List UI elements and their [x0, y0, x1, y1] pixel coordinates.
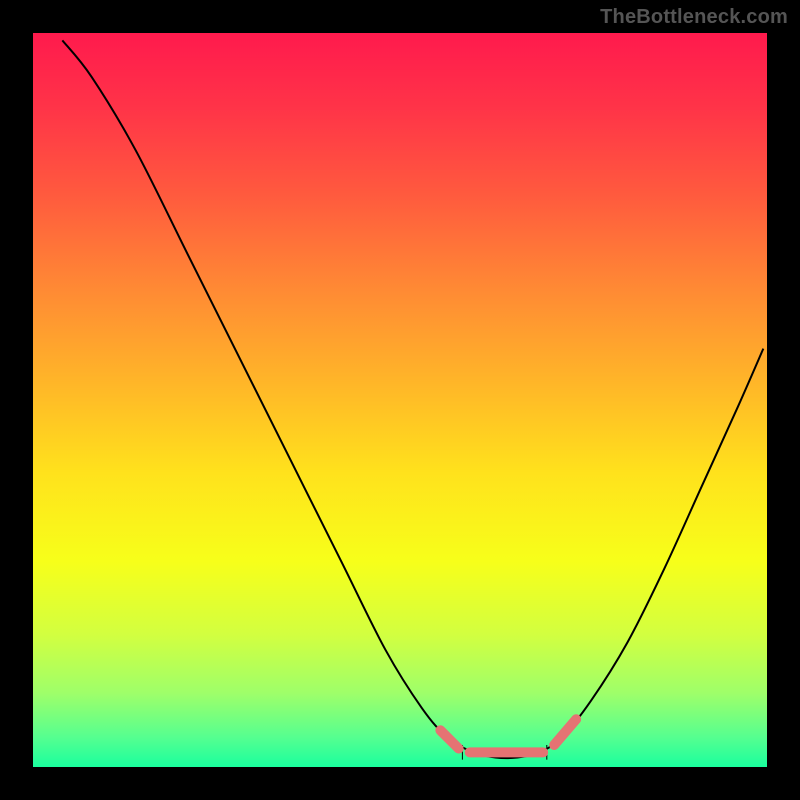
watermark-text: TheBottleneck.com [600, 6, 788, 29]
bottleneck-curve-chart [0, 0, 800, 800]
chart-container: TheBottleneck.com [0, 0, 800, 800]
plot-background [33, 33, 767, 767]
